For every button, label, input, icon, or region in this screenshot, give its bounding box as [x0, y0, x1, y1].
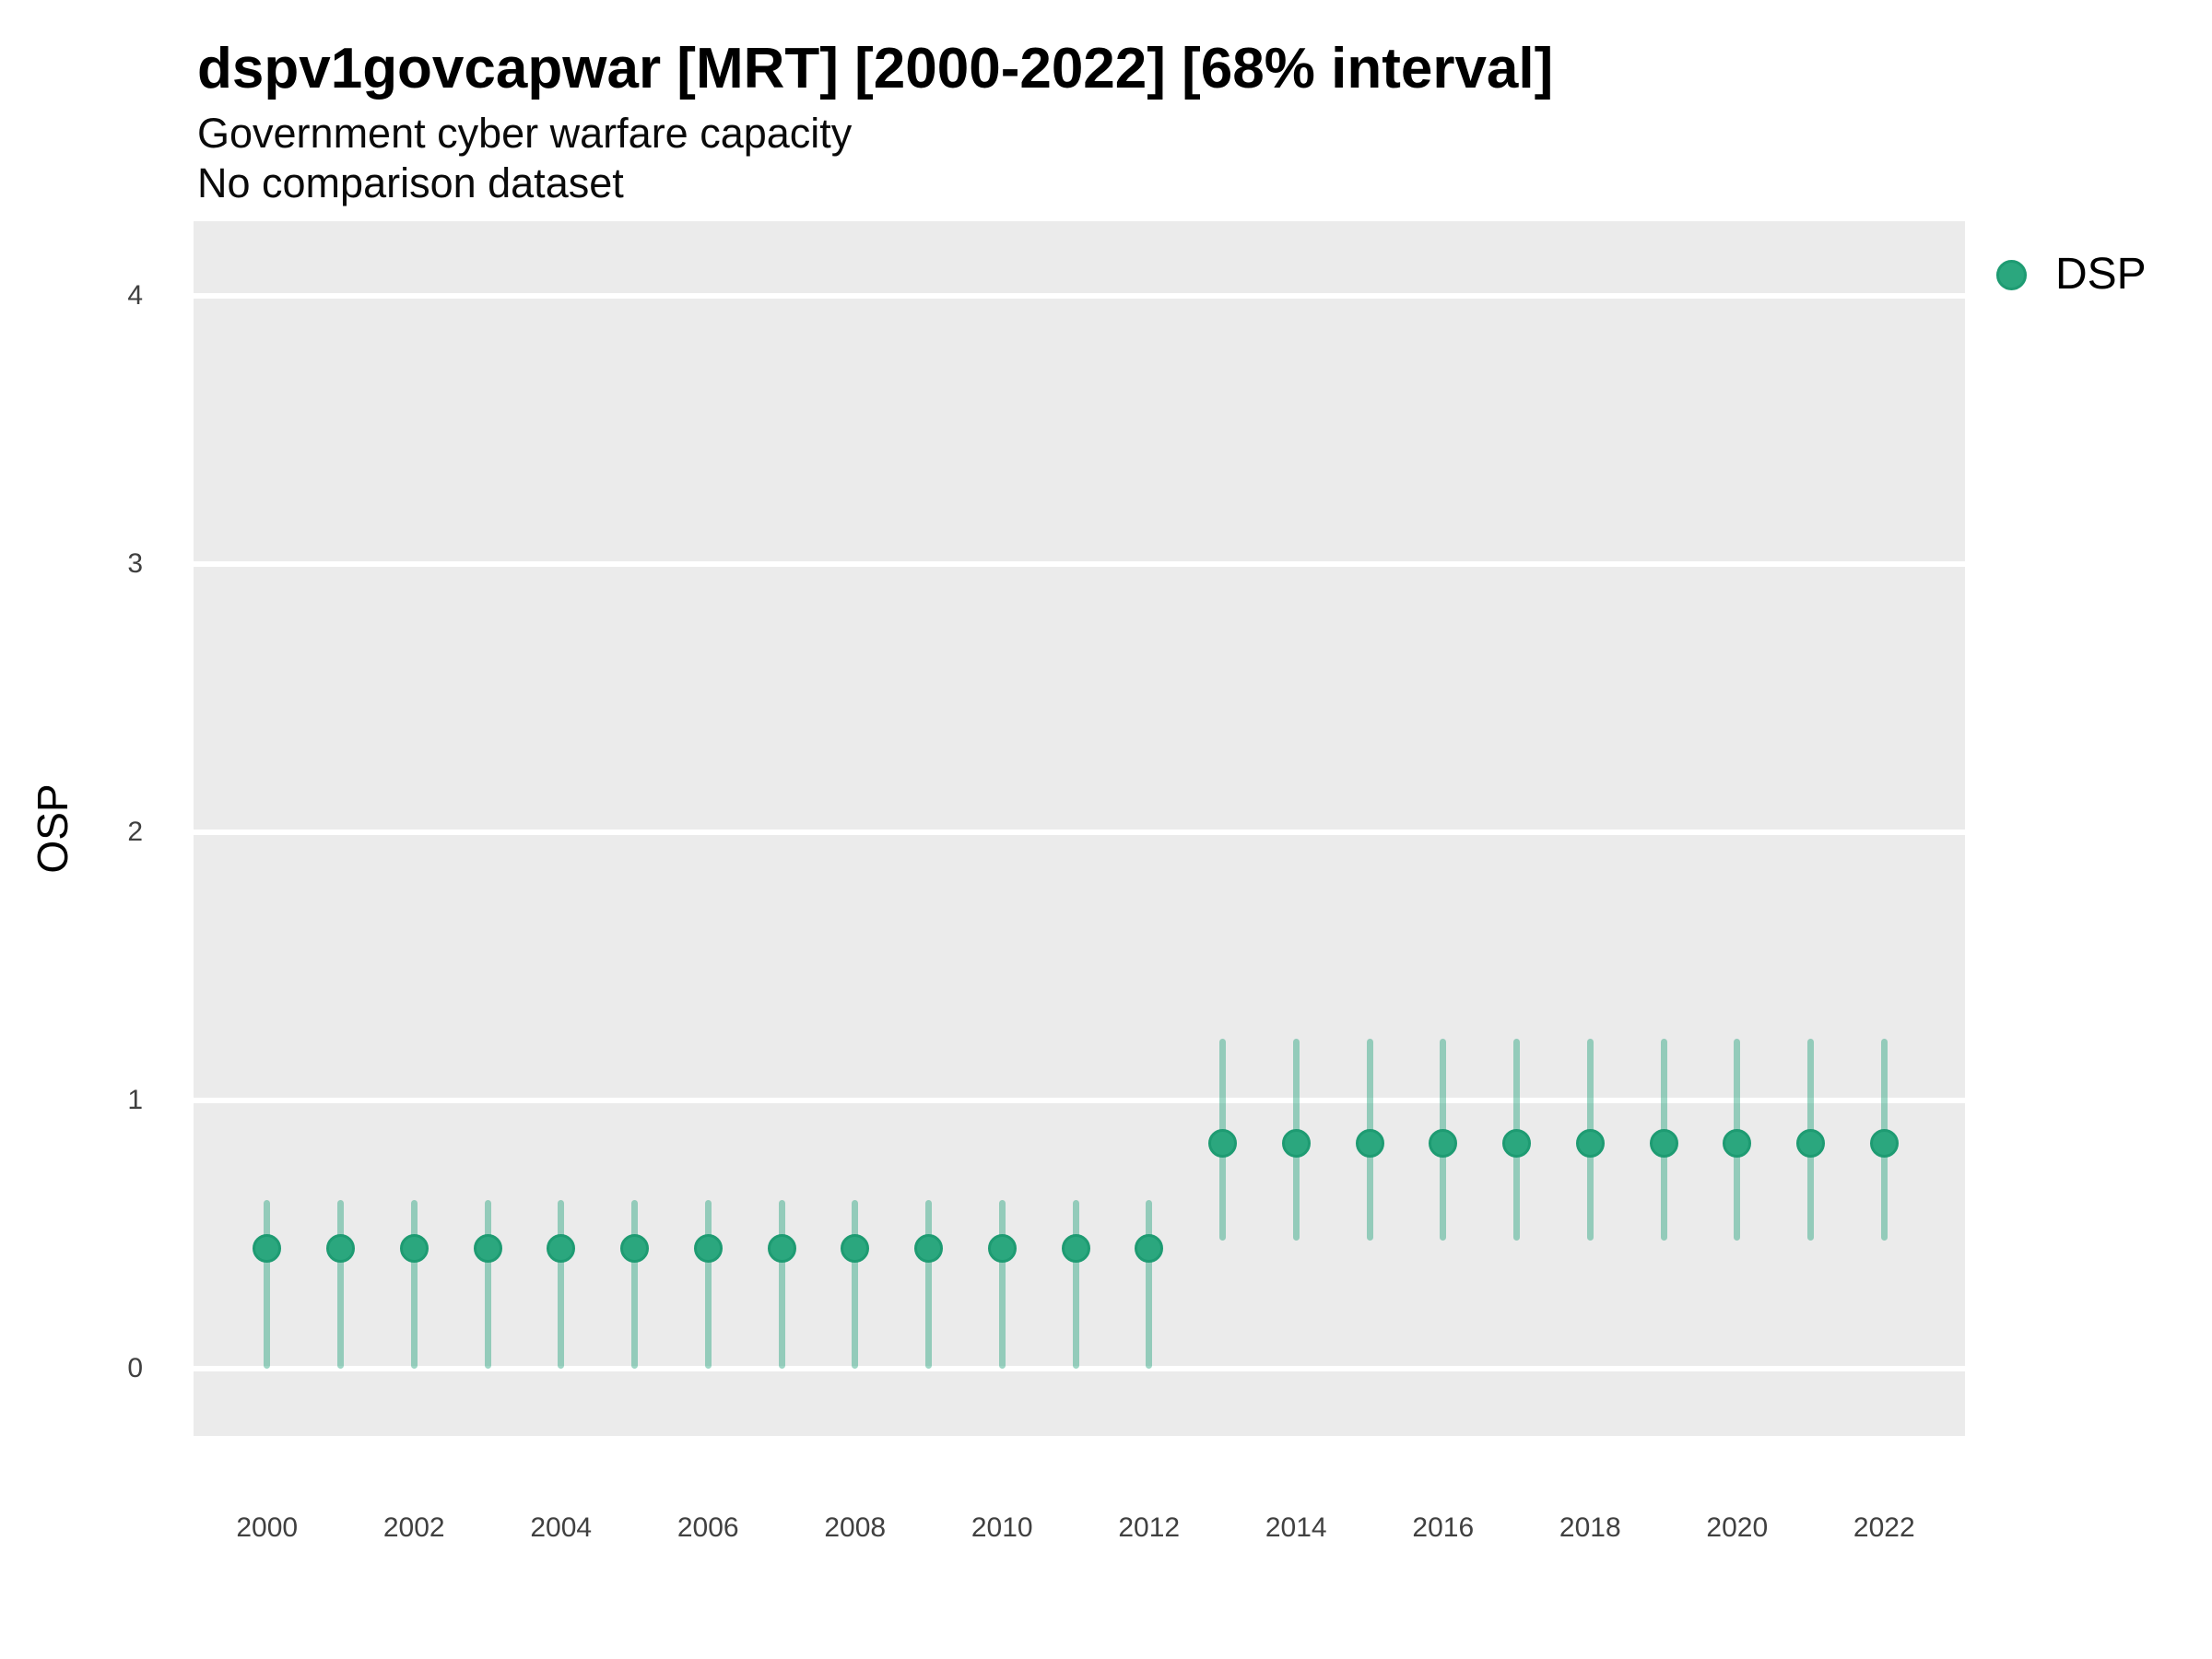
point-estimate-2007	[767, 1233, 796, 1263]
point-estimate-2013	[1208, 1129, 1237, 1159]
point-estimate-2010	[987, 1233, 1017, 1263]
chart-note: No comparison dataset	[197, 159, 624, 206]
x-tick-label-2016: 2016	[1412, 1512, 1475, 1543]
point-estimate-2019	[1649, 1129, 1678, 1159]
interval-line-2005	[631, 1199, 638, 1370]
point-estimate-2016	[1429, 1129, 1458, 1159]
x-tick-label-2004: 2004	[530, 1512, 593, 1543]
interval-line-2008	[852, 1199, 859, 1370]
y-tick-label-0: 0	[127, 1353, 143, 1384]
gridline-y-0	[194, 1366, 1965, 1372]
gridline-y-1	[194, 1098, 1965, 1104]
interval-line-2001	[337, 1199, 344, 1370]
x-tick-label-2018: 2018	[1559, 1512, 1621, 1543]
point-estimate-2022	[1869, 1129, 1899, 1159]
x-tick-label-2010: 2010	[971, 1512, 1033, 1543]
point-estimate-2011	[1061, 1233, 1090, 1263]
interval-line-2002	[410, 1199, 418, 1370]
point-estimate-2018	[1575, 1129, 1605, 1159]
point-estimate-2004	[547, 1233, 576, 1263]
legend: DSP	[1991, 249, 2212, 304]
point-estimate-2009	[914, 1233, 943, 1263]
x-tick-label-2020: 2020	[1706, 1512, 1769, 1543]
point-estimate-2021	[1796, 1129, 1826, 1159]
interval-line-2007	[778, 1199, 785, 1370]
point-estimate-2015	[1355, 1129, 1384, 1159]
y-tick-label-4: 4	[127, 280, 143, 312]
point-estimate-2003	[473, 1233, 502, 1263]
x-tick-label-2000: 2000	[236, 1512, 299, 1543]
point-estimate-2006	[693, 1233, 723, 1263]
point-estimate-2002	[399, 1233, 429, 1263]
legend-point-icon	[1996, 260, 2027, 290]
y-tick-label-1: 1	[127, 1085, 143, 1116]
legend-label: DSP	[2055, 250, 2147, 299]
gridline-y-3	[194, 561, 1965, 568]
point-estimate-2001	[326, 1233, 355, 1263]
x-tick-label-2006: 2006	[677, 1512, 739, 1543]
x-tick-label-2012: 2012	[1118, 1512, 1181, 1543]
point-estimate-2000	[253, 1233, 282, 1263]
point-estimate-2005	[620, 1233, 649, 1263]
point-estimate-2014	[1281, 1129, 1311, 1159]
point-estimate-2008	[841, 1233, 870, 1263]
interval-line-2011	[1072, 1199, 1079, 1370]
y-tick-label-3: 3	[127, 548, 143, 580]
point-estimate-2012	[1135, 1233, 1164, 1263]
chart-title: dspv1govcapwar [MRT] [2000-2022] [68% in…	[197, 37, 1554, 100]
x-tick-label-2022: 2022	[1853, 1512, 1915, 1543]
interval-line-2009	[925, 1199, 932, 1370]
y-tick-label-2: 2	[127, 817, 143, 848]
x-tick-label-2002: 2002	[382, 1512, 445, 1543]
x-tick-label-2008: 2008	[824, 1512, 887, 1543]
point-estimate-2020	[1723, 1129, 1752, 1159]
interval-line-2006	[704, 1199, 712, 1370]
x-tick-label-2014: 2014	[1265, 1512, 1327, 1543]
gridline-y-2	[194, 830, 1965, 836]
point-estimate-2017	[1502, 1129, 1532, 1159]
interval-line-2012	[1146, 1199, 1153, 1370]
interval-line-2004	[558, 1199, 565, 1370]
plot-panel	[194, 221, 1965, 1436]
interval-line-2010	[998, 1199, 1006, 1370]
interval-line-2003	[484, 1199, 491, 1370]
gridline-y-4	[194, 293, 1965, 300]
interval-line-2000	[264, 1199, 271, 1370]
chart-subtitle: Government cyber warfare capacity	[197, 110, 853, 157]
